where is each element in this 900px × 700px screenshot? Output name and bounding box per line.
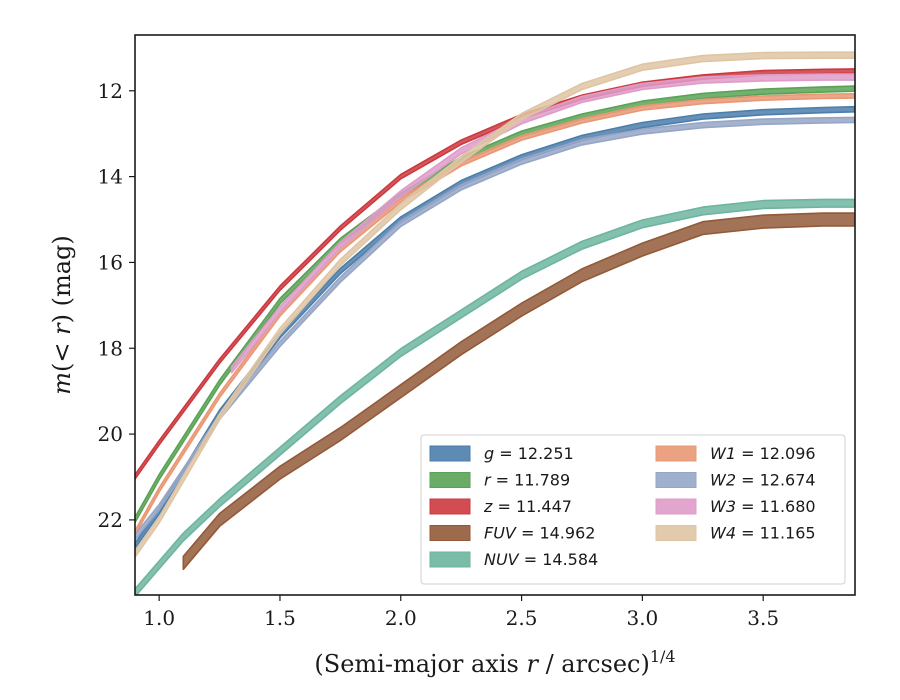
- legend-entry: W2 = 12.674: [710, 471, 816, 490]
- x-tick-label: 2.0: [385, 606, 417, 630]
- legend-swatch-g: [429, 445, 471, 462]
- x-tick-label: 3.5: [747, 606, 779, 630]
- legend-box: [420, 434, 846, 585]
- series-band-w3: [230, 73, 855, 374]
- legend-entry: r = 11.789: [484, 471, 570, 490]
- legend-swatch-r: [429, 472, 471, 488]
- legend-entry: NUV = 14.584: [484, 550, 598, 569]
- x-tick-label: 3.0: [626, 606, 658, 630]
- x-tick-label: 2.5: [506, 606, 538, 630]
- legend-entry: z = 11.447: [483, 497, 572, 516]
- y-tick-label: 16: [98, 250, 123, 274]
- legend-swatch-w4: [655, 525, 697, 541]
- x-axis-label: (Semi-major axis r / arcsec)1/4: [314, 647, 675, 678]
- series-band-w2: [135, 116, 855, 541]
- legend-swatch-z: [429, 498, 471, 515]
- y-axis-ticks: 12 14 16 18 20 22: [98, 79, 135, 532]
- x-axis-label-exponent: 1/4: [650, 647, 676, 666]
- x-axis-label-tail: / arcsec): [538, 650, 650, 678]
- legend-entry: FUV = 14.962: [484, 524, 595, 543]
- series-band-nuv: [135, 198, 855, 595]
- legend-swatch-nuv: [429, 551, 471, 568]
- y-tick-label: 22: [98, 508, 123, 532]
- y-tick-label: 20: [98, 422, 123, 446]
- legend-entry: W1 = 12.096: [710, 444, 816, 463]
- x-axis-label-main: (Semi-major axis: [314, 650, 526, 678]
- legend: g = 12.251 r = 11.789 z = 11.447 FUV = 14.9…: [420, 434, 846, 585]
- series-layer: [135, 51, 855, 595]
- series-band-fuv: [182, 212, 855, 571]
- plot-frame: [134, 34, 856, 596]
- x-axis-ticks: 1.0 1.5 2.0 2.5 3.0 3.5: [143, 595, 779, 630]
- legend-swatch-fuv: [429, 525, 471, 541]
- legend-entry: W3 = 11.680: [710, 497, 816, 516]
- y-axis-label-m: m: [48, 372, 76, 395]
- y-tick-label: 14: [98, 165, 123, 189]
- y-axis-label: m(< r) (mag): [48, 235, 76, 395]
- x-tick-label: 1.5: [264, 606, 296, 630]
- legend-swatch-w1: [655, 445, 697, 462]
- y-axis-label-tail: ) (mag): [48, 235, 76, 323]
- series-band-z: [135, 68, 855, 480]
- series-band-g: [135, 105, 855, 549]
- y-tick-label: 12: [98, 79, 123, 103]
- legend-entry: g = 12.251: [484, 444, 574, 463]
- x-axis-label-var: r: [526, 650, 539, 678]
- y-axis-label-open: (<: [48, 335, 76, 372]
- legend-swatch-w3: [655, 498, 697, 515]
- y-tick-label: 18: [98, 336, 123, 360]
- series-band-w4: [135, 51, 855, 558]
- x-tick-label: 1.0: [143, 606, 175, 630]
- legend-swatch-w2: [655, 472, 697, 488]
- legend-entry: W4 = 11.165: [710, 524, 816, 543]
- y-axis-label-var: r: [48, 322, 76, 335]
